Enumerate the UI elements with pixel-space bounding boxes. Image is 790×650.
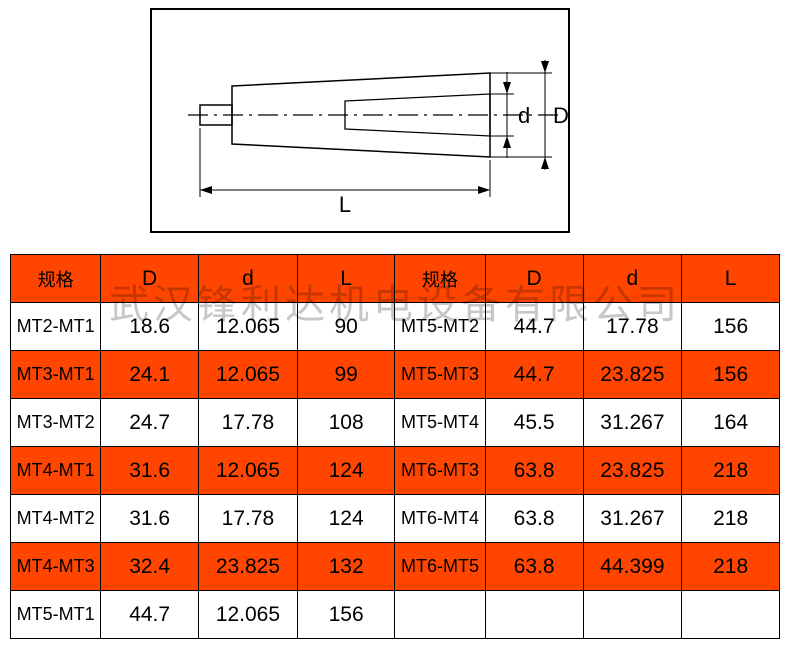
cell-empty bbox=[395, 591, 485, 639]
cell: 44.7 bbox=[485, 351, 583, 399]
cell-spec: MT4-MT1 bbox=[11, 447, 101, 495]
cell: 156 bbox=[297, 591, 395, 639]
cell: 44.7 bbox=[101, 591, 199, 639]
cell-spec: MT5-MT2 bbox=[395, 303, 485, 351]
arrow-d-top bbox=[503, 82, 511, 94]
cell-spec: MT5-MT4 bbox=[395, 399, 485, 447]
cell: 156 bbox=[682, 351, 780, 399]
table-row: MT2-MT1 18.6 12.065 90 MT5-MT2 44.7 17.7… bbox=[11, 303, 780, 351]
cell: 23.825 bbox=[583, 447, 682, 495]
arrow-L-right bbox=[478, 186, 490, 194]
cell: 31.6 bbox=[101, 495, 199, 543]
table-header-row: 规格 D d L 规格 D d L bbox=[11, 255, 780, 303]
table-row: MT4-MT2 31.6 17.78 124 MT6-MT4 63.8 31.2… bbox=[11, 495, 780, 543]
cell-spec: MT6-MT4 bbox=[395, 495, 485, 543]
table-row: MT5-MT1 44.7 12.065 156 bbox=[11, 591, 780, 639]
hdr-d-r: d bbox=[583, 255, 682, 303]
cell: 63.8 bbox=[485, 495, 583, 543]
cell: 218 bbox=[682, 447, 780, 495]
cell-spec: MT6-MT3 bbox=[395, 447, 485, 495]
cell: 124 bbox=[297, 495, 395, 543]
cell: 24.7 bbox=[101, 399, 199, 447]
cell-spec: MT4-MT3 bbox=[11, 543, 101, 591]
hdr-spec-r: 规格 bbox=[395, 255, 485, 303]
arrow-D-bot bbox=[541, 157, 549, 169]
cell: 132 bbox=[297, 543, 395, 591]
spec-table-wrap: 规格 D d L 规格 D d L MT2-MT1 18.6 12.065 90… bbox=[10, 254, 780, 639]
cell-spec: MT3-MT2 bbox=[11, 399, 101, 447]
cell-empty bbox=[682, 591, 780, 639]
cell: 218 bbox=[682, 495, 780, 543]
cell: 124 bbox=[297, 447, 395, 495]
cell: 44.399 bbox=[583, 543, 682, 591]
cell: 17.78 bbox=[199, 495, 298, 543]
cell: 12.065 bbox=[199, 591, 298, 639]
label-D: D bbox=[553, 103, 569, 128]
cell: 31.267 bbox=[583, 495, 682, 543]
table-row: MT4-MT1 31.6 12.065 124 MT6-MT3 63.8 23.… bbox=[11, 447, 780, 495]
cell: 23.825 bbox=[583, 351, 682, 399]
hdr-D-l: D bbox=[101, 255, 199, 303]
cell: 31.6 bbox=[101, 447, 199, 495]
cell: 24.1 bbox=[101, 351, 199, 399]
hdr-spec-l: 规格 bbox=[11, 255, 101, 303]
cell: 17.78 bbox=[199, 399, 298, 447]
arrow-d-bot bbox=[503, 136, 511, 148]
cell: 90 bbox=[297, 303, 395, 351]
cell-spec: MT5-MT3 bbox=[395, 351, 485, 399]
arrow-L-left bbox=[200, 186, 212, 194]
table-row: MT3-MT1 24.1 12.065 99 MT5-MT3 44.7 23.8… bbox=[11, 351, 780, 399]
cell-spec: MT5-MT1 bbox=[11, 591, 101, 639]
taper-diagram: L d D bbox=[150, 8, 570, 233]
cell: 218 bbox=[682, 543, 780, 591]
cell-empty bbox=[583, 591, 682, 639]
cell: 108 bbox=[297, 399, 395, 447]
cell-spec: MT4-MT2 bbox=[11, 495, 101, 543]
hdr-L-r: L bbox=[682, 255, 780, 303]
cell: 156 bbox=[682, 303, 780, 351]
cell-spec: MT6-MT5 bbox=[395, 543, 485, 591]
cell: 17.78 bbox=[583, 303, 682, 351]
hdr-D-r: D bbox=[485, 255, 583, 303]
label-d: d bbox=[518, 103, 530, 128]
cell: 18.6 bbox=[101, 303, 199, 351]
cell: 31.267 bbox=[583, 399, 682, 447]
cell: 45.5 bbox=[485, 399, 583, 447]
cell: 63.8 bbox=[485, 543, 583, 591]
hdr-L-l: L bbox=[297, 255, 395, 303]
label-L: L bbox=[339, 192, 351, 217]
cell: 63.8 bbox=[485, 447, 583, 495]
cell: 44.7 bbox=[485, 303, 583, 351]
cell: 12.065 bbox=[199, 447, 298, 495]
table-row: MT3-MT2 24.7 17.78 108 MT5-MT4 45.5 31.2… bbox=[11, 399, 780, 447]
table-row: MT4-MT3 32.4 23.825 132 MT6-MT5 63.8 44.… bbox=[11, 543, 780, 591]
cell: 12.065 bbox=[199, 351, 298, 399]
cell: 164 bbox=[682, 399, 780, 447]
arrow-D-top bbox=[541, 61, 549, 73]
cell-spec: MT3-MT1 bbox=[11, 351, 101, 399]
cell-empty bbox=[485, 591, 583, 639]
hdr-d-l: d bbox=[199, 255, 298, 303]
cell: 12.065 bbox=[199, 303, 298, 351]
spec-table: 规格 D d L 规格 D d L MT2-MT1 18.6 12.065 90… bbox=[10, 254, 780, 639]
cell-spec: MT2-MT1 bbox=[11, 303, 101, 351]
cell: 32.4 bbox=[101, 543, 199, 591]
cell: 23.825 bbox=[199, 543, 298, 591]
cell: 99 bbox=[297, 351, 395, 399]
